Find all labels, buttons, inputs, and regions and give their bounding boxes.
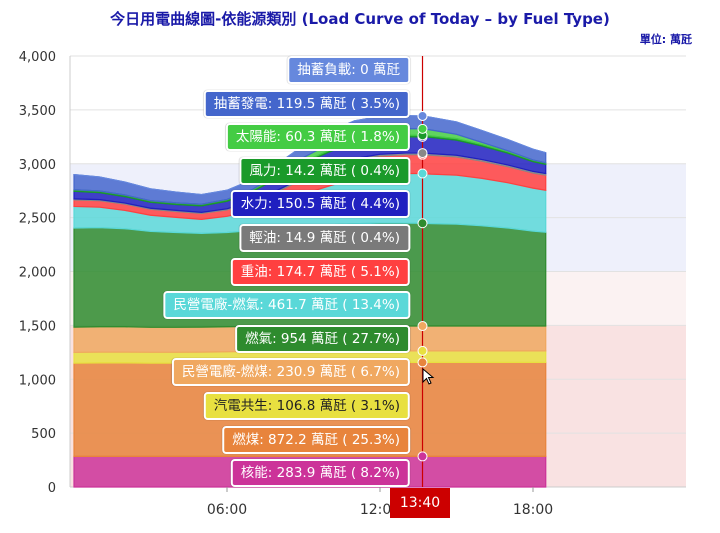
tooltip-item: 重油: 174.7 萬瓩 ( 5.1%) bbox=[230, 257, 410, 286]
y-tick-label: 2,500 bbox=[19, 212, 56, 227]
crosshair-dot bbox=[417, 345, 428, 356]
y-tick-label: 2,000 bbox=[19, 266, 56, 281]
y-tick-label: 3,500 bbox=[19, 104, 56, 119]
x-tick-label: 18:00 bbox=[513, 502, 553, 518]
y-tick-label: 0 bbox=[48, 481, 56, 496]
chart-title: 今日用電曲線圖-依能源類別 (Load Curve of Today – by … bbox=[110, 10, 610, 28]
y-tick-label: 4,000 bbox=[19, 50, 56, 65]
tooltip-item: 風力: 14.2 萬瓩 ( 0.4%) bbox=[239, 156, 410, 185]
crosshair-dot bbox=[417, 218, 428, 229]
crosshair-time-label: 13:40 bbox=[390, 488, 450, 518]
crosshair-dot bbox=[417, 148, 428, 159]
y-tick-label: 500 bbox=[31, 427, 56, 442]
y-tick-label: 3,000 bbox=[19, 158, 56, 173]
tooltip-item: 抽蓄發電: 119.5 萬瓩 ( 3.5%) bbox=[203, 89, 410, 118]
tooltip-item: 核能: 283.9 萬瓩 ( 8.2%) bbox=[230, 459, 410, 488]
x-tick-label: 06:00 bbox=[207, 502, 247, 518]
tooltip-item: 輕油: 14.9 萬瓩 ( 0.4%) bbox=[239, 224, 410, 252]
tooltip-item: 民營電廠-燃煤: 230.9 萬瓩 ( 6.7%) bbox=[171, 358, 410, 387]
tooltip-item: 水力: 150.5 萬瓩 ( 4.4%) bbox=[230, 190, 410, 219]
tooltip-item: 民營電廠-燃氣: 461.7 萬瓩 ( 13.4%) bbox=[163, 291, 410, 320]
crosshair-dot bbox=[417, 123, 428, 134]
crosshair-dot bbox=[417, 321, 428, 332]
tooltip-item: 燃氣: 954 萬瓩 ( 27.7%) bbox=[235, 324, 410, 353]
crosshair-dot bbox=[417, 357, 428, 368]
crosshair-dot bbox=[417, 110, 428, 121]
y-tick-label: 1,000 bbox=[19, 373, 56, 388]
tooltip-item: 太陽能: 60.3 萬瓩 ( 1.8%) bbox=[225, 123, 410, 152]
crosshair-dot bbox=[417, 168, 428, 179]
mouse-pointer-icon bbox=[422, 368, 435, 385]
unit-label: 單位: 萬瓩 bbox=[639, 33, 692, 46]
tooltip-item: 燃煤: 872.2 萬瓩 ( 25.3%) bbox=[222, 425, 410, 454]
y-tick-label: 1,500 bbox=[19, 319, 56, 334]
tooltip-item: 抽蓄負載: 0 萬瓩 bbox=[287, 56, 410, 84]
tooltip-item: 汽電共生: 106.8 萬瓩 ( 3.1%) bbox=[203, 392, 410, 420]
crosshair-dot bbox=[417, 451, 428, 462]
